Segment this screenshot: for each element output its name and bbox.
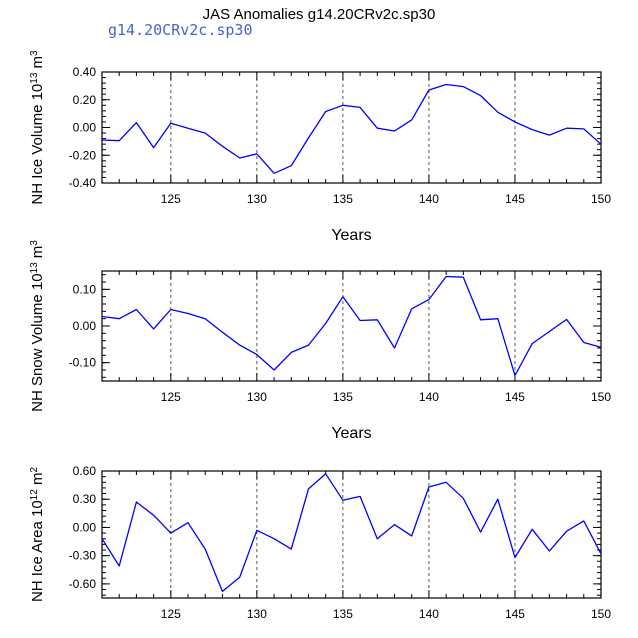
y-axis-title-superscript: 3 [29, 50, 40, 56]
x-tick-label: 150 [591, 390, 611, 404]
panel-3: 125 130 135 140 145 150 -0.60 -0.30 0.00 0.30 0.60… [29, 464, 612, 621]
y-tick-label: -0.10 [69, 356, 97, 370]
y-axis-title-superscript: 13 [29, 72, 40, 84]
x-tick-label: 145 [505, 607, 525, 621]
x-tick-label: 135 [333, 192, 353, 206]
x-tick-label: 135 [333, 607, 353, 621]
x-tick-label: 145 [505, 192, 525, 206]
y-tick-label: 0.40 [73, 65, 97, 79]
y-axis-title-superscript: 2 [29, 467, 40, 473]
x-tick-label: 130 [247, 390, 267, 404]
x-axis-title: Years [331, 227, 371, 244]
series-line [101, 275, 602, 377]
y-tick-label: 0.10 [73, 282, 97, 296]
y-axis-title: NH Ice Volume 1013 m3 [29, 50, 47, 205]
x-axis-title: Years [331, 425, 371, 442]
x-tick-label: 125 [161, 192, 181, 206]
y-tick-label: 0.60 [73, 464, 97, 478]
x-tick-label: 140 [419, 192, 439, 206]
y-axis-title-superscript: 13 [29, 262, 40, 274]
y-tick-label: 0.00 [73, 121, 97, 135]
x-tick-label: 140 [419, 390, 439, 404]
x-tick-label: 150 [591, 192, 611, 206]
y-axis-title-part: m [29, 473, 46, 490]
y-tick-label: 0.00 [73, 520, 97, 534]
y-tick-label: -0.20 [69, 148, 97, 162]
x-tick-label: 145 [505, 390, 525, 404]
y-tick-label: 0.30 [73, 492, 97, 506]
x-tick-label: 125 [161, 390, 181, 404]
y-tick-label: -0.40 [69, 176, 97, 190]
x-tick-label: 140 [419, 607, 439, 621]
y-tick-label: 0.00 [73, 319, 97, 333]
y-axis-title-part: m [29, 56, 46, 73]
x-tick-label: 150 [591, 607, 611, 621]
x-tick-label: 130 [247, 192, 267, 206]
x-tick-label: 135 [333, 390, 353, 404]
series-line [101, 473, 602, 593]
y-axis-title-part: NH Ice Area 10 [29, 500, 46, 602]
x-tick-label: 130 [247, 607, 267, 621]
series-line [101, 83, 602, 174]
y-axis-title-part: NH Ice Volume 10 [29, 84, 46, 205]
panel-2: 125 130 135 140 145 150 -0.10 0.00 0.10 Years NH S… [29, 240, 612, 442]
y-axis-title: NH Ice Area 1012 m2 [29, 467, 47, 603]
page-title: JAS Anomalies g14.20CRv2c.sp30 [202, 6, 436, 23]
y-axis-title-part: m [29, 246, 46, 263]
plot-frame [101, 270, 602, 382]
y-tick-label: 0.20 [73, 93, 97, 107]
y-axis-title-superscript: 12 [29, 489, 40, 501]
x-tick-label: 125 [161, 607, 181, 621]
page-subtitle: g14.20CRv2c.sp30 [108, 21, 253, 39]
y-axis-title: NH Snow Volume 1013 m3 [29, 240, 47, 412]
y-tick-label: -0.60 [69, 577, 97, 591]
y-tick-label: -0.30 [69, 549, 97, 563]
plot-frame [101, 470, 602, 599]
y-axis-title-part: NH Snow Volume 10 [29, 273, 46, 411]
panel-1: 125 130 135 140 145 150 -0.40 -0.20 0.00 0.20 0.40… [29, 50, 612, 244]
y-axis-title-superscript: 3 [29, 240, 40, 246]
